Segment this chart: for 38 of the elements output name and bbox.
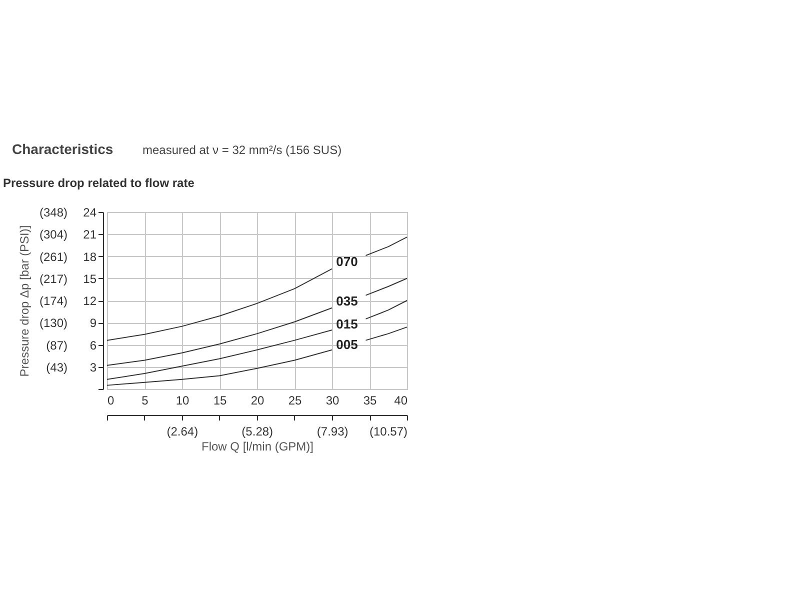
y-tick-label: 21	[83, 228, 97, 242]
y-tick-label: 3	[90, 360, 97, 374]
y-tick-label: 24	[83, 206, 97, 220]
x-tick-label: 20	[250, 394, 264, 408]
chart-title: Characteristics	[12, 141, 114, 157]
y2-tick-label: (217)	[39, 272, 68, 286]
series-label: 015	[336, 316, 358, 332]
y2-tick-label: (348)	[39, 206, 68, 220]
x-tick-label: 10	[176, 394, 190, 408]
x-tick-label: 0	[108, 394, 114, 408]
y2-axis-title: Pressure drop Δp [bar (PSI)]	[17, 225, 32, 377]
series-label: 005	[336, 337, 358, 352]
x-axis-title: Flow Q [l/min (GPM)]	[201, 440, 314, 454]
x-tick-label: 15	[213, 394, 227, 408]
y-tick-label: 9	[90, 316, 97, 330]
y2-tick-label: (87)	[46, 338, 68, 352]
y-tick-label: 12	[83, 294, 97, 308]
chart-subtitle: measured at ν = 32 mm²/s (156 SUS)	[142, 143, 342, 157]
x-tick-label: 30	[326, 394, 340, 408]
y2-tick-label: (130)	[39, 316, 68, 330]
y2-tick-label: (174)	[39, 294, 68, 308]
y2-tick-label: (43)	[46, 360, 68, 374]
x-tick-label: 25	[288, 394, 302, 408]
text: Pressure drop related to flow rate	[3, 176, 195, 190]
x-tick-label: 35	[363, 394, 377, 408]
y-tick-label: 18	[83, 250, 97, 264]
series-label: 070	[336, 254, 358, 270]
y2-tick-label: (261)	[39, 250, 68, 264]
x2-tick-label: (10.57)	[369, 424, 408, 438]
y-tick-label: 15	[83, 272, 97, 286]
y-tick-label: 6	[90, 338, 97, 352]
y2-tick-label: (304)	[39, 228, 68, 242]
series-label: 035	[336, 294, 358, 309]
x2-tick-label: (5.28)	[242, 424, 274, 438]
x2-tick-label: (7.93)	[316, 424, 348, 438]
x-tick-label: 5	[142, 394, 149, 408]
x2-tick-label: (2.64)	[166, 424, 198, 438]
x-tick-label: 40	[394, 394, 408, 408]
